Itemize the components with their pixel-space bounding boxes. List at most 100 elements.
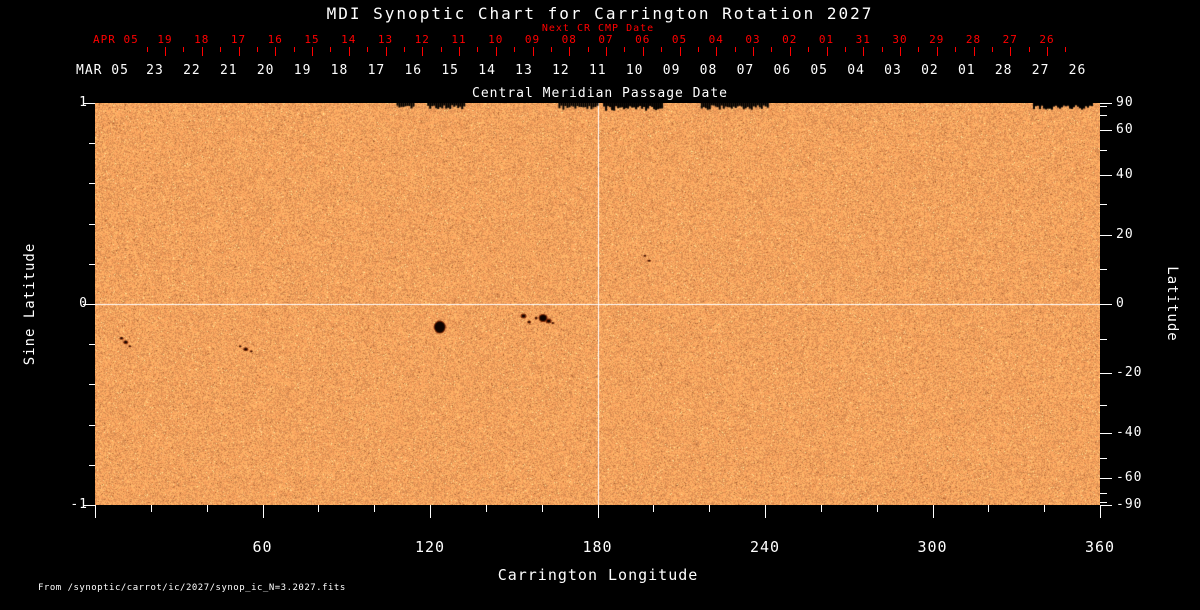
next-cr-date: 05 — [671, 33, 688, 46]
cmp-date: 12 — [552, 63, 570, 78]
next-cr-tick — [422, 47, 424, 56]
x-tick-label: 120 — [414, 538, 446, 556]
next-cr-tick — [900, 47, 901, 56]
next-cr-date: 07 — [598, 33, 614, 46]
next-cr-date: 02 — [782, 33, 798, 46]
next-cr-date: 30 — [892, 33, 908, 46]
y-left-tick — [89, 263, 95, 265]
y-right-tick — [1100, 129, 1112, 131]
next-cr-tick — [348, 47, 350, 56]
y-left-tick — [83, 103, 95, 104]
cmp-date: 14 — [478, 63, 496, 78]
x-tick-label: 180 — [582, 538, 613, 556]
x-tick — [988, 505, 990, 512]
cmp-date: 26 — [1068, 63, 1087, 78]
y-right-tick-label: 60 — [1116, 121, 1134, 137]
next-cr-tick — [753, 47, 754, 56]
x-tick-label: 360 — [1084, 538, 1116, 556]
y-right-tick-label: -90 — [1116, 497, 1143, 512]
next-cr-minor-tick — [771, 47, 773, 52]
next-cr-minor-tick — [918, 47, 920, 52]
x-tick — [932, 505, 934, 518]
y-right-tick — [1100, 338, 1107, 340]
y-right-tick — [1100, 505, 1112, 506]
y-right-tick — [1100, 501, 1107, 503]
next-cr-minor-tick — [624, 47, 626, 52]
cmp-date: 13 — [515, 63, 533, 78]
cmp-axis-prefix: MAR 05 — [76, 63, 129, 78]
next-cr-date: 12 — [414, 33, 430, 46]
x-tick — [430, 505, 431, 518]
cmp-date: 06 — [773, 63, 792, 78]
cmp-date: 20 — [256, 63, 275, 78]
next-cr-date: 26 — [1039, 33, 1055, 46]
next-cr-minor-tick — [440, 47, 442, 52]
y-right-tick-label: -60 — [1116, 470, 1143, 486]
next-cr-tick — [459, 47, 460, 56]
next-cr-minor-tick — [697, 47, 699, 52]
y-left-tick — [89, 183, 95, 185]
cmp-date: 08 — [699, 63, 718, 78]
next-cr-date: 08 — [561, 33, 577, 46]
cmp-date: 03 — [884, 63, 902, 78]
x-tick — [206, 505, 208, 512]
y-left-tick — [89, 344, 95, 346]
y-left-tick — [89, 464, 95, 466]
next-cr-minor-tick — [330, 47, 332, 52]
next-cr-tick — [642, 47, 644, 56]
x-tick — [709, 505, 711, 512]
x-tick-label: 240 — [749, 538, 781, 556]
cmp-date: 18 — [330, 63, 349, 78]
y-right-tick — [1100, 372, 1112, 374]
x-tick — [95, 505, 96, 518]
cmp-date: 22 — [183, 63, 201, 78]
x-tick — [876, 505, 878, 512]
next-cr-tick — [1010, 47, 1012, 56]
next-cr-minor-tick — [808, 47, 810, 52]
next-cr-minor-tick — [550, 47, 552, 52]
next-cr-tick — [863, 47, 865, 56]
y-right-tick — [1100, 433, 1112, 435]
cmp-date: 28 — [994, 63, 1013, 78]
next-cr-minor-tick — [477, 47, 479, 52]
y-right-tick-label: 40 — [1116, 166, 1134, 182]
y-left-tick — [83, 304, 95, 305]
y-right-tick — [1100, 492, 1107, 494]
y-left-tick-label: 1 — [79, 95, 88, 110]
cmp-date: 02 — [921, 63, 939, 78]
x-tick — [597, 505, 599, 518]
next-cr-minor-tick — [146, 47, 148, 52]
cmp-date: 23 — [146, 63, 164, 78]
x-tick — [541, 505, 543, 512]
next-cr-date: 27 — [1002, 33, 1018, 46]
next-cr-tick — [385, 47, 387, 56]
cmp-date: 19 — [293, 63, 312, 78]
next-cr-minor-tick — [881, 47, 883, 52]
next-cr-date: 18 — [194, 33, 210, 46]
cmp-date: 04 — [847, 63, 865, 78]
next-cr-date: 03 — [745, 33, 761, 46]
x-tick — [1044, 505, 1046, 512]
x-tick — [653, 505, 655, 512]
y-right-tick — [1100, 304, 1112, 305]
next-cr-minor-tick — [403, 47, 405, 52]
next-cr-date: 28 — [965, 33, 982, 46]
next-cr-tick — [606, 47, 607, 56]
cmp-axis-label: Central Meridian Passage Date — [472, 86, 728, 101]
y-right-tick — [1100, 103, 1112, 104]
y-left-tick — [83, 505, 95, 506]
x-tick — [765, 505, 766, 518]
next-cr-minor-tick — [183, 47, 185, 52]
next-cr-date: 16 — [267, 33, 283, 46]
next-cr-tick — [789, 47, 791, 56]
next-cr-minor-tick — [256, 47, 258, 52]
next-cr-minor-tick — [991, 47, 993, 52]
y-right-tick — [1100, 150, 1107, 152]
y-left-tick — [89, 143, 95, 145]
cmp-date: 11 — [588, 63, 607, 78]
cmp-date: 05 — [810, 63, 829, 78]
next-cr-date: 01 — [818, 33, 835, 46]
cmp-date: 09 — [662, 63, 681, 78]
next-cr-minor-tick — [734, 47, 736, 52]
